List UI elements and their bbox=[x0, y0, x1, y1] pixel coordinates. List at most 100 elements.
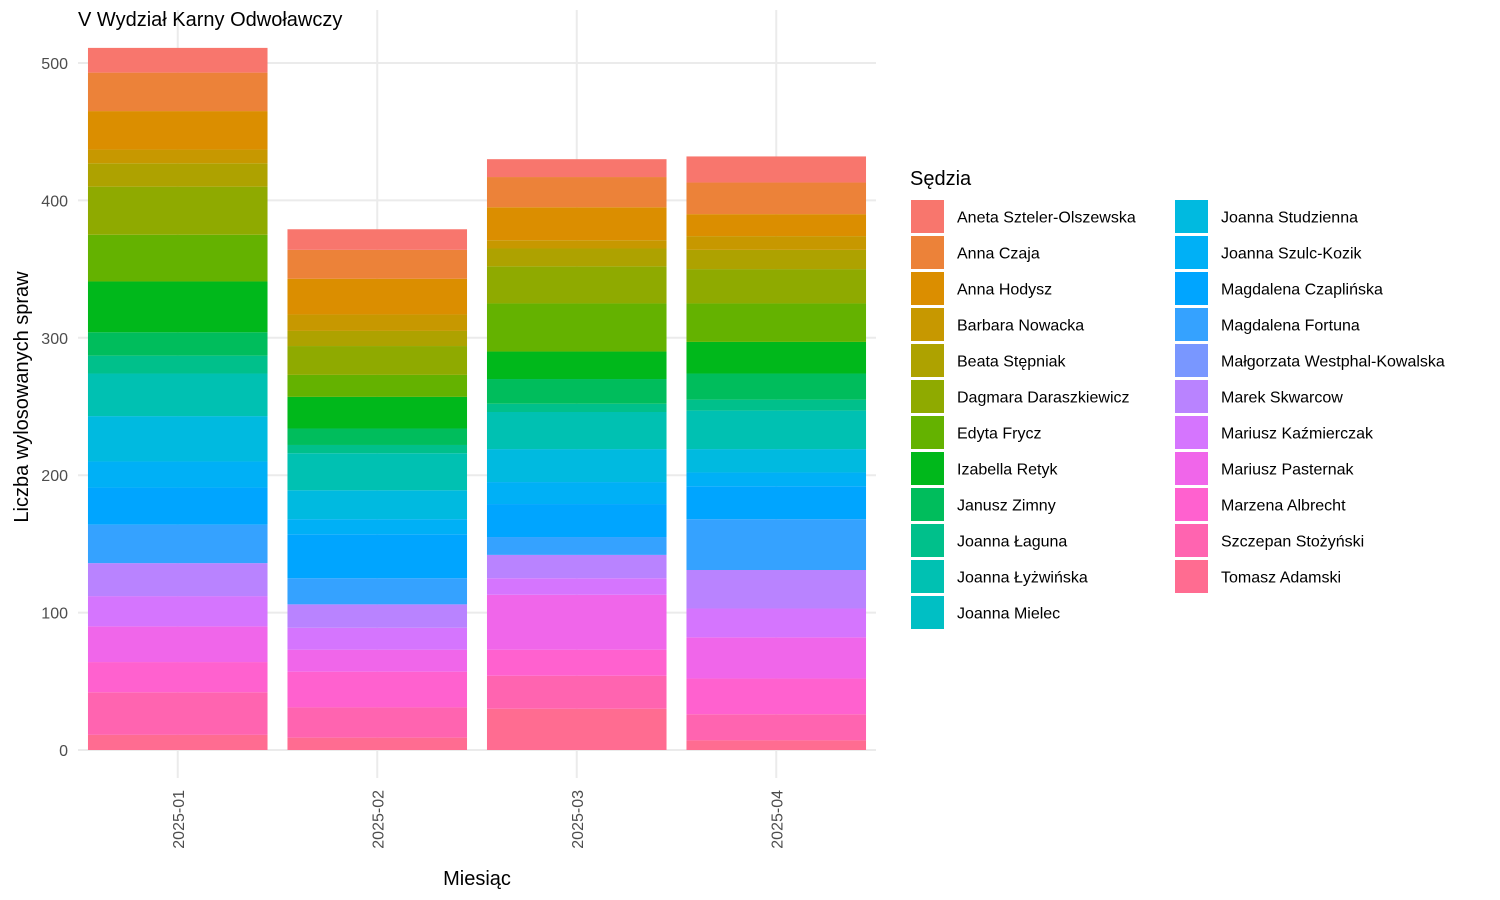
bar-segment bbox=[686, 449, 867, 473]
x-tick-label: 2025-02 bbox=[370, 790, 387, 849]
legend-key bbox=[1175, 416, 1208, 449]
legend-label: Magdalena Fortuna bbox=[1221, 318, 1360, 335]
bar-segment bbox=[87, 163, 268, 187]
legend-label: Anna Hodysz bbox=[957, 282, 1052, 299]
bar-segment bbox=[686, 608, 867, 638]
bar-segment bbox=[87, 355, 268, 374]
bar-segment bbox=[87, 47, 268, 73]
legend-label: Joanna Mielec bbox=[957, 606, 1060, 623]
legend-key bbox=[1175, 524, 1208, 557]
bar-segment bbox=[486, 594, 667, 650]
bar-segment bbox=[87, 524, 268, 564]
bar-segment bbox=[486, 504, 667, 538]
x-axis-title: Miesiąc bbox=[443, 868, 511, 890]
bar-segment bbox=[686, 678, 867, 715]
bar-segment bbox=[486, 303, 667, 352]
bar-segment bbox=[486, 708, 667, 750]
legend-label: Izabella Retyk bbox=[957, 462, 1058, 479]
legend-key bbox=[911, 380, 944, 413]
bar-segment bbox=[287, 519, 468, 535]
legend-label: Mariusz Kaźmierczak bbox=[1221, 426, 1374, 443]
bar-segment bbox=[287, 490, 468, 520]
bar-segment bbox=[686, 740, 867, 750]
bar-segment bbox=[287, 604, 468, 628]
bar-segment bbox=[686, 570, 867, 609]
bar-segment bbox=[486, 578, 667, 595]
legend-key bbox=[1175, 200, 1208, 233]
legend-label: Joanna Łaguna bbox=[957, 534, 1067, 551]
bar-segment bbox=[486, 649, 667, 676]
bar-segment bbox=[287, 249, 468, 279]
bar-segment bbox=[686, 269, 867, 304]
bar-segment bbox=[686, 519, 867, 571]
bar-segment bbox=[686, 410, 867, 450]
bar-segment bbox=[87, 596, 268, 627]
bar-segment bbox=[486, 403, 667, 412]
bar-segment bbox=[686, 236, 867, 250]
legend-key bbox=[911, 596, 944, 629]
legend: Sędzia Aneta Szteler-Olszewska Anna Czaja… bbox=[910, 168, 1445, 629]
bar-segment bbox=[287, 444, 468, 454]
bar-segment bbox=[486, 379, 667, 404]
bar-segment bbox=[686, 182, 867, 215]
x-tick-label: 2025-01 bbox=[171, 790, 188, 849]
legend-label: Beata Stępniak bbox=[957, 354, 1067, 371]
x-tick-label: 2025-03 bbox=[570, 790, 587, 849]
y-tick-label: 500 bbox=[41, 56, 68, 73]
legend-key bbox=[1175, 488, 1208, 521]
y-axis-title: Liczba wylosowanych spraw bbox=[11, 271, 33, 523]
bar-segment bbox=[287, 396, 468, 429]
bar-segment bbox=[486, 240, 667, 249]
bar-segment bbox=[486, 159, 667, 178]
legend-label: Dagmara Daraszkiewicz bbox=[957, 390, 1130, 407]
bar-segment bbox=[686, 341, 867, 374]
bar-segment bbox=[287, 707, 468, 738]
bar-segment bbox=[486, 177, 667, 208]
bars bbox=[87, 47, 867, 750]
legend-label: Marzena Albrecht bbox=[1221, 498, 1346, 515]
bar-segment bbox=[87, 692, 268, 735]
y-tick-label: 400 bbox=[41, 193, 68, 210]
legend-label: Joanna Studzienna bbox=[1221, 210, 1358, 227]
x-axis: 2025-01 2025-02 2025-03 2025-04 bbox=[171, 790, 787, 849]
bar-segment bbox=[287, 278, 468, 315]
bar-segment bbox=[486, 248, 667, 267]
legend-label: Barbara Nowacka bbox=[957, 318, 1084, 335]
legend-label: Aneta Szteler-Olszewska bbox=[957, 210, 1136, 227]
bar-segment bbox=[87, 186, 268, 235]
legend-label: Małgorzata Westphal-Kowalska bbox=[1221, 354, 1445, 371]
legend-label: Mariusz Pasternak bbox=[1221, 462, 1354, 479]
y-tick-label: 100 bbox=[41, 606, 68, 623]
legend-key bbox=[911, 236, 944, 269]
bar-segment bbox=[686, 637, 867, 679]
legend-key bbox=[1175, 380, 1208, 413]
legend-key bbox=[911, 560, 944, 593]
legend-label: Anna Czaja bbox=[957, 246, 1040, 263]
bar-segment bbox=[287, 374, 468, 397]
legend-key bbox=[911, 308, 944, 341]
y-tick-label: 0 bbox=[59, 743, 68, 760]
legend-label: Szczepan Stożyński bbox=[1221, 534, 1364, 551]
bar-segment bbox=[87, 332, 268, 356]
legend-key bbox=[1175, 344, 1208, 377]
bar-segment bbox=[87, 626, 268, 663]
bar-segment bbox=[287, 453, 468, 491]
legend-title: Sędzia bbox=[910, 168, 972, 190]
bar-segment bbox=[87, 461, 268, 488]
bar-segment bbox=[686, 303, 867, 342]
bar-segment bbox=[287, 627, 468, 650]
bar-segment bbox=[486, 411, 667, 450]
bar-segment bbox=[87, 662, 268, 693]
legend-key bbox=[911, 452, 944, 485]
bar-segment bbox=[287, 649, 468, 672]
x-tick-label: 2025-04 bbox=[769, 790, 786, 849]
y-tick-label: 300 bbox=[41, 331, 68, 348]
legend-key bbox=[911, 272, 944, 305]
bar-segment bbox=[287, 330, 468, 347]
bar-segment bbox=[87, 487, 268, 525]
bar-segment bbox=[686, 156, 867, 183]
y-tick-label: 200 bbox=[41, 468, 68, 485]
bar-segment bbox=[686, 214, 867, 237]
bar-segment bbox=[87, 373, 268, 417]
bar-segment bbox=[686, 249, 867, 270]
